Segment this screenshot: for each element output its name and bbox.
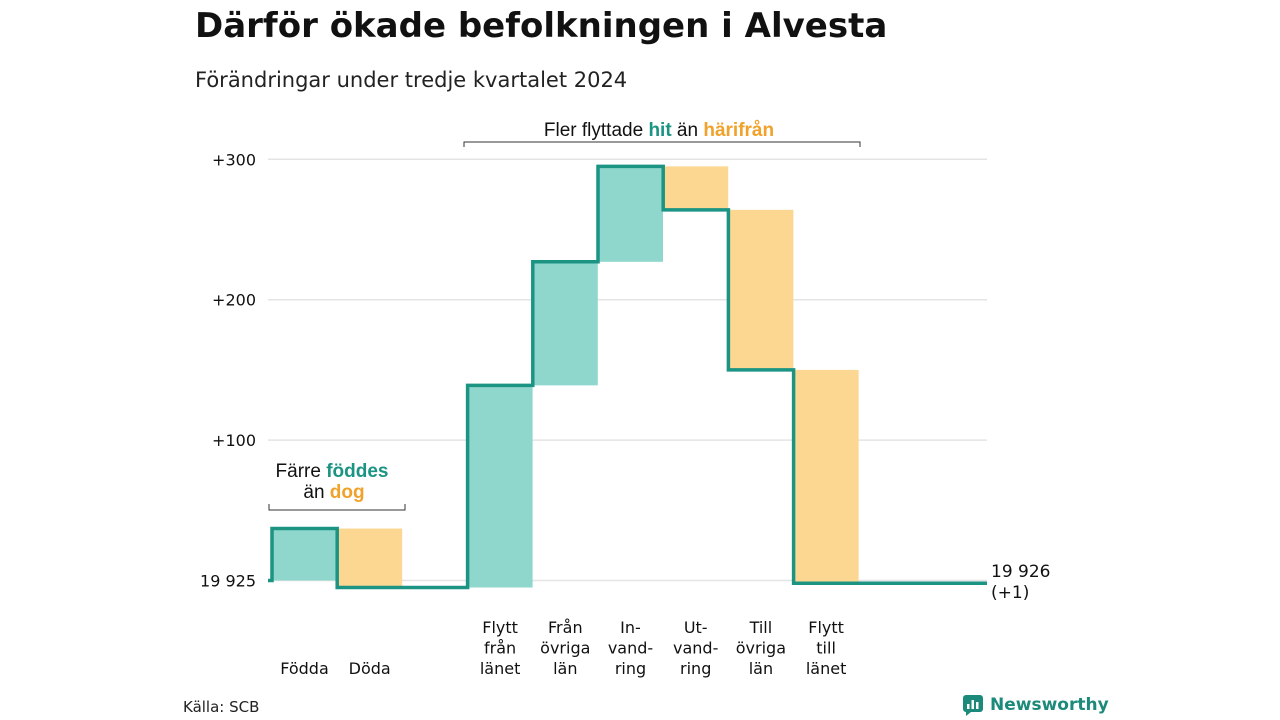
x-tick-label: In-vand-ring bbox=[608, 618, 653, 678]
x-tick-label: Till övriga län bbox=[736, 618, 786, 678]
x-tick-label: Födda bbox=[280, 659, 329, 678]
y-tick-label: +200 bbox=[212, 291, 256, 310]
waterfall-bar bbox=[663, 166, 729, 210]
svg-text:Färre föddes: Färre föddes bbox=[276, 461, 389, 482]
waterfall-bar bbox=[532, 261, 598, 386]
waterfall-bar bbox=[272, 528, 337, 581]
x-tick-label: Ut-vand-ring bbox=[673, 618, 718, 678]
source-note: Källa: SCB bbox=[183, 698, 260, 716]
y-tick-label: +300 bbox=[212, 150, 256, 169]
bars bbox=[272, 166, 859, 588]
y-tick-label: +100 bbox=[212, 431, 256, 450]
x-tick-label: Flytt från länet bbox=[480, 618, 521, 678]
y-axis-labels: 19 925 +100 +200 +300 bbox=[200, 150, 256, 590]
x-axis-labels: Födda Döda Flytt från länet Från övriga län In-v… bbox=[280, 618, 846, 678]
x-tick-label: Från övriga län bbox=[540, 618, 590, 678]
newsworthy-logo: Newsworthy bbox=[962, 694, 1109, 716]
brand-name: Newsworthy bbox=[990, 695, 1109, 715]
waterfall-bar bbox=[467, 385, 533, 588]
end-value-label: 19 926(+1) bbox=[991, 562, 1050, 603]
svg-text:än dog: än dog bbox=[303, 482, 364, 503]
chart-subtitle: Förändringar under tredje kvartalet 2024 bbox=[195, 68, 628, 92]
population-step-line bbox=[268, 164, 987, 590]
waterfall-bar bbox=[728, 209, 794, 370]
chart-title: Därför ökade befolkningen i Alvesta bbox=[195, 6, 888, 46]
migration-annotation: Fler flyttade hit än härifrån bbox=[463, 120, 861, 147]
x-tick-label: Flytt till länet bbox=[806, 618, 847, 678]
x-tick-label: Döda bbox=[349, 659, 391, 678]
waterfall-bar bbox=[793, 369, 859, 584]
end-change: (+1) bbox=[991, 583, 1029, 603]
svg-text:Fler flyttade hit än härifrån: Fler flyttade hit än härifrån bbox=[544, 120, 774, 141]
y-tick-label: 19 925 bbox=[200, 572, 256, 591]
waterfall-bar bbox=[598, 166, 663, 262]
waterfall-bar bbox=[337, 528, 403, 588]
end-value: 19 926 bbox=[991, 562, 1050, 582]
chart-logo-icon bbox=[963, 695, 983, 716]
